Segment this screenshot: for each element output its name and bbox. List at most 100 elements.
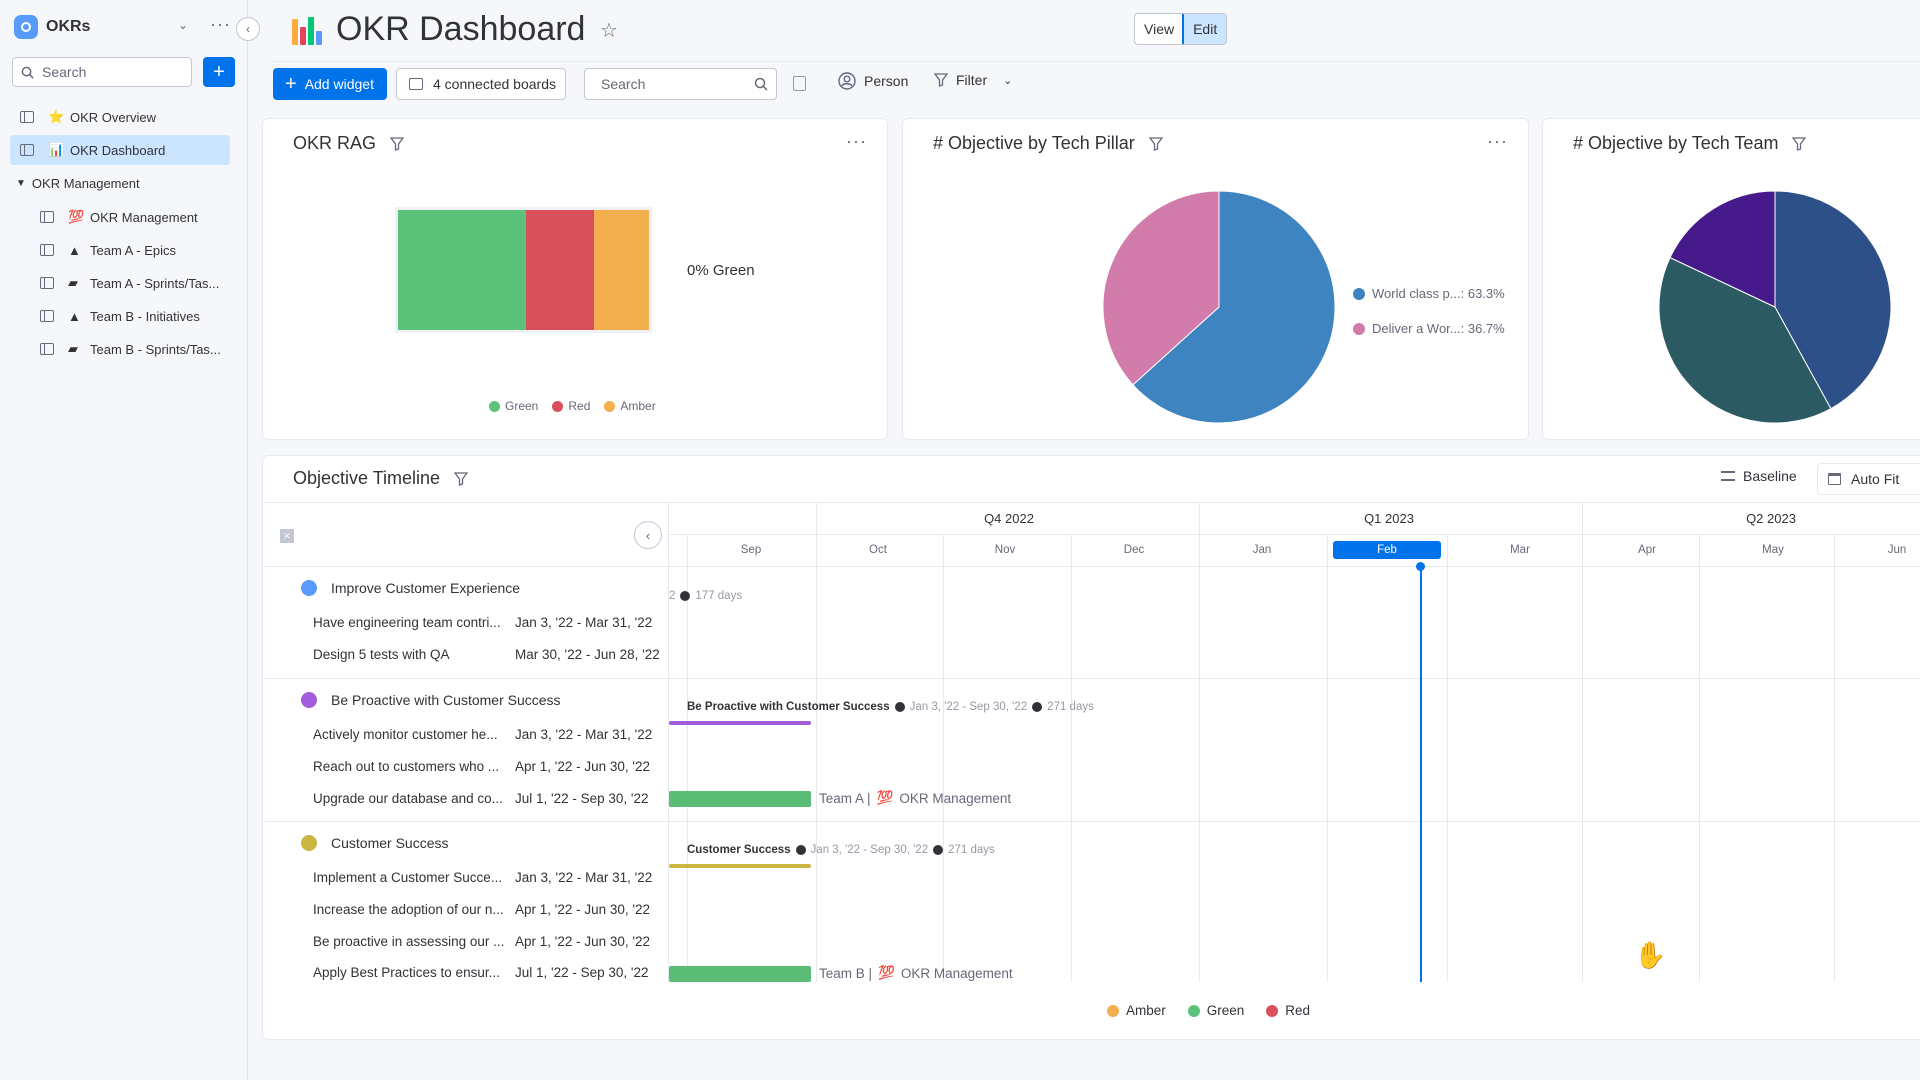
collapse-sidebar-button[interactable]: ‹ — [236, 17, 260, 41]
legend-item[interactable]: World class p...: 63.3% — [1353, 276, 1505, 311]
month-label: Apr — [1638, 544, 1656, 556]
more-options-icon[interactable]: ··· — [210, 14, 231, 34]
rag-segment-green[interactable] — [398, 210, 526, 330]
month-label: Jan — [1252, 544, 1272, 556]
sidebar-item-team-b-initiatives[interactable]: ▲ Team B - Initiatives — [30, 301, 230, 331]
month-label: May — [1762, 544, 1784, 556]
pie-slice[interactable] — [1774, 190, 1892, 410]
filter-icon[interactable] — [454, 471, 469, 486]
okr-rag-title: OKR RAG — [293, 133, 377, 153]
pie-slice[interactable] — [1132, 190, 1336, 424]
filter-icon[interactable] — [1792, 136, 1807, 151]
auto-fit-label: Auto Fit — [1851, 471, 1900, 487]
edit-mode-button[interactable]: Edit — [1182, 14, 1227, 44]
timeline-item[interactable]: Have engineering team contri... Jan 3, '2… — [313, 615, 653, 630]
view-edit-toggle: View Edit — [1134, 13, 1228, 45]
legend-item-red[interactable]: Red — [1266, 1003, 1310, 1018]
rag-stacked-bar — [395, 207, 652, 333]
auto-fit-button[interactable]: Auto Fit — [1817, 463, 1920, 495]
tech-team-widget: # Objective by Tech Team — [1542, 118, 1920, 440]
today-line — [1420, 565, 1422, 982]
sidebar-item-label: Team A - Sprints/Tas... — [90, 275, 220, 291]
flag-icon: ▰ — [68, 341, 78, 356]
timeline-item[interactable]: Design 5 tests with QA Mar 30, '22 - Jun … — [313, 647, 660, 662]
timeline-item[interactable]: Be proactive in assessing our ... Apr 1, … — [313, 934, 650, 949]
favorite-star-icon[interactable]: ☆ — [600, 20, 618, 42]
sidebar-item-label: OKR Management — [31, 175, 140, 191]
group-progress-bar[interactable] — [669, 721, 811, 725]
view-mode-button[interactable]: View — [1144, 21, 1175, 37]
person-label: Person — [864, 73, 909, 89]
widget-menu-icon[interactable]: ··· — [1487, 131, 1508, 151]
rag-legend: Green Red Amber — [489, 399, 656, 413]
collapse-pane-button[interactable]: ‹ — [634, 521, 662, 549]
sidebar-search-placeholder: Search — [42, 64, 87, 80]
add-item-button[interactable]: + — [203, 57, 235, 87]
star-icon: ⭐ — [48, 109, 65, 124]
dashboard-search-input[interactable]: Search — [584, 68, 777, 100]
filter-icon — [934, 73, 948, 87]
baseline-label: Baseline — [1743, 468, 1797, 484]
sidebar-item-team-a-sprints[interactable]: ▰ Team A - Sprints/Tas... — [30, 268, 230, 298]
save-view-icon[interactable] — [793, 76, 806, 91]
legend-item[interactable]: Deliver a Wor...: 36.7% — [1353, 311, 1505, 346]
legend-item-red[interactable]: Red — [552, 399, 590, 413]
legend-item-amber[interactable]: Amber — [1107, 1003, 1166, 1018]
month-divider — [816, 535, 817, 982]
widget-menu-icon[interactable]: ··· — [846, 131, 867, 151]
collapse-all-icon[interactable]: ✕ — [280, 529, 294, 543]
widget-title: # Objective by Tech Team — [1573, 133, 1807, 154]
today-marker — [1416, 562, 1425, 571]
month-label: Dec — [1123, 544, 1145, 556]
group-progress-bar[interactable] — [669, 864, 811, 868]
row-divider — [263, 821, 1920, 822]
timeline-item[interactable]: Actively monitor customer he... Jan 3, '2… — [313, 727, 653, 742]
widget-title: OKR RAG — [293, 133, 405, 154]
add-widget-label: Add widget — [304, 76, 374, 92]
sidebar-item-okr-overview[interactable]: ⭐ OKR Overview — [10, 102, 230, 132]
pie-slice[interactable] — [1102, 190, 1220, 386]
add-widget-button[interactable]: + Add widget — [273, 68, 387, 100]
tech-team-pie-chart — [1658, 190, 1892, 424]
tech-pillar-pie-chart — [1102, 190, 1336, 424]
filter-button[interactable]: Filter ⌄ — [934, 72, 1012, 88]
rag-segment-red[interactable] — [526, 210, 594, 330]
person-filter-button[interactable]: Person — [838, 72, 908, 90]
chevron-down-icon[interactable]: ⌄ — [178, 18, 189, 32]
timeline-item[interactable]: Increase the adoption of our n... Apr 1, … — [313, 902, 650, 917]
rag-segment-amber[interactable] — [594, 210, 649, 330]
pie-slice[interactable] — [1669, 190, 1776, 308]
sidebar-item-label: OKR Management — [90, 209, 198, 225]
quarter-header-row: Q4 2022 Q1 2023 Q2 2023 — [669, 503, 1920, 535]
sidebar-item-okr-management[interactable]: 💯 OKR Management — [30, 202, 230, 232]
group-header[interactable]: Customer Success — [301, 835, 448, 851]
pie-slice[interactable] — [1658, 256, 1832, 424]
sidebar-item-team-a-epics[interactable]: ▲ Team A - Epics — [30, 235, 230, 265]
timeline-item[interactable]: Upgrade our database and co... Jul 1, '22… — [313, 791, 649, 806]
task-bar[interactable] — [669, 791, 811, 807]
connected-boards-button[interactable]: 4 connected boards — [396, 68, 566, 100]
legend-item-green[interactable]: Green — [1187, 1003, 1244, 1018]
sidebar-item-team-b-sprints[interactable]: ▰ Team B - Sprints/Tas... — [30, 334, 230, 364]
workspace-header[interactable]: OKRs ⌄ ··· — [14, 14, 234, 40]
task-bar-label: Team A | 💯 OKR Management — [819, 790, 1012, 806]
filter-icon[interactable] — [1148, 136, 1163, 151]
group-header[interactable]: Improve Customer Experience — [301, 580, 520, 596]
sidebar: OKRs ⌄ ··· Search + ⭐ OKR Overview 📊 OKR… — [0, 0, 248, 1080]
objective-timeline-widget: Objective Timeline Baseline Auto Fit ✕ ‹… — [262, 455, 1920, 1040]
page-title[interactable]: OKR Dashboard — [336, 10, 586, 48]
legend-item-green[interactable]: Green — [489, 399, 538, 413]
sidebar-folder-okr-management[interactable]: ▼ OKR Management — [10, 168, 230, 198]
sidebar-search-input[interactable]: Search — [12, 57, 192, 87]
timeline-item[interactable]: Apply Best Practices to ensur... Jul 1, '… — [313, 965, 649, 980]
baseline-button[interactable]: Baseline — [1721, 468, 1797, 484]
group-header[interactable]: Be Proactive with Customer Success — [301, 692, 561, 708]
workspace-logo-icon — [14, 15, 38, 39]
timeline-item[interactable]: Reach out to customers who ... Apr 1, '22… — [313, 759, 650, 774]
timeline-item[interactable]: Implement a Customer Succe... Jan 3, '22 … — [313, 870, 653, 885]
legend-item-amber[interactable]: Amber — [604, 399, 656, 413]
sidebar-item-okr-dashboard[interactable]: 📊 OKR Dashboard — [10, 135, 230, 165]
hundred-icon: 💯 — [876, 790, 894, 805]
filter-icon[interactable] — [390, 136, 405, 151]
task-bar[interactable] — [669, 966, 811, 982]
